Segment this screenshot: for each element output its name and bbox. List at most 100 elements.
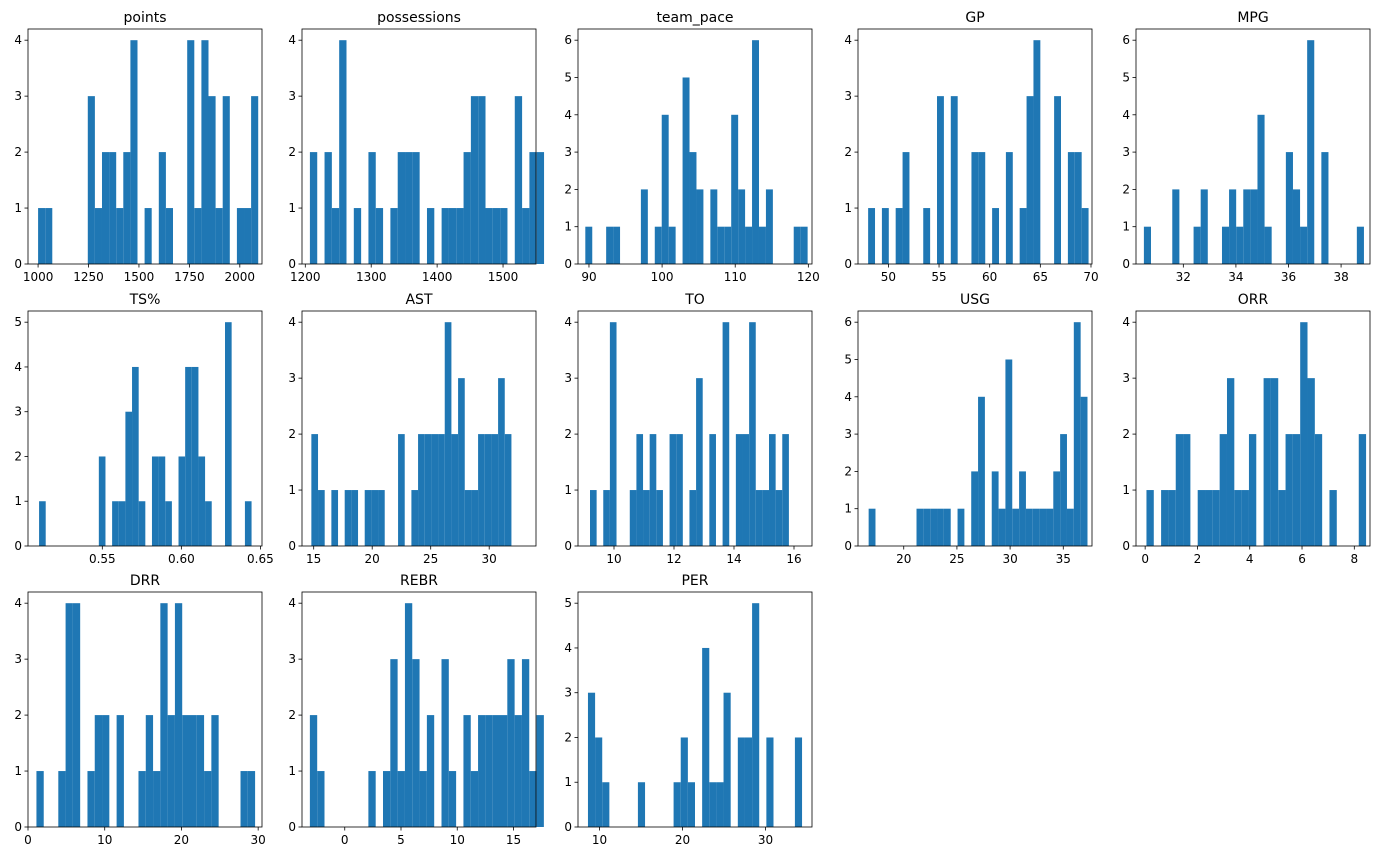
y-tick-label: 2 [564,427,572,441]
axes-frame [27,310,263,547]
bar [244,501,252,546]
bar [144,208,152,264]
y-tick-label: 6 [564,33,572,47]
bar [331,208,340,264]
bar [957,508,965,546]
y-tick-label: 3 [564,145,572,159]
y-tick-label: 1 [564,220,572,234]
x-tick-label: 100 [651,270,674,284]
bar [1307,378,1315,546]
bar [606,226,614,264]
y-tick-label: 2 [1122,182,1130,196]
bar [1193,226,1201,264]
y-tick-label: 5 [14,315,22,329]
y-tick-label: 2 [14,145,22,159]
bar [72,603,81,827]
bar [1067,152,1075,264]
x-tick-label: 0 [1141,552,1149,566]
bar [800,226,808,264]
bar [419,771,427,827]
bar [613,226,621,264]
x-tick-label: 0.55 [89,552,116,566]
bar [398,434,405,546]
bar [397,152,406,264]
bar [1074,152,1082,264]
y-tick-label: 1 [14,494,22,508]
y-tick-label: 2 [288,427,296,441]
y-tick-label: 0 [288,820,296,834]
y-tick-label: 0 [14,539,22,553]
bar [978,396,985,546]
bar [724,226,732,264]
bar [426,715,435,827]
axes-frame [1135,28,1371,265]
bar [522,208,530,264]
bar [669,434,677,546]
bar [383,771,391,827]
bar [752,40,759,264]
y-tick-label: 0 [288,257,296,271]
x-tick-label: 2 [1194,552,1202,566]
bar [478,434,485,546]
axes-frame [577,310,813,547]
bar [758,226,766,264]
bar [116,208,124,264]
bar [458,378,465,546]
y-tick-label: 3 [1122,371,1130,385]
bar [735,434,743,546]
x-tick-label: 32 [1176,270,1191,284]
y-tick-label: 1 [14,764,22,778]
bar [247,771,256,827]
bar [668,226,676,264]
y-tick-label: 0 [564,257,572,271]
bar [397,771,405,827]
bar [716,782,724,827]
bar [992,208,1000,264]
bar [1219,434,1227,546]
bar [187,40,195,264]
bar [636,434,644,546]
bar [339,40,347,264]
histogram-usg: USG 0 1 2 3 4 5 6 20 25 30 35 [844,292,1093,566]
x-tick-label: 12 [666,552,681,566]
bar [478,715,486,827]
x-tick-label: 35 [1056,552,1071,566]
bar [378,490,385,546]
bar [637,782,646,827]
bar [185,366,192,546]
bar [521,659,530,827]
axes-frame [1135,310,1371,547]
x-tick-label: 60 [982,270,997,284]
bar [514,715,522,827]
bar [687,782,695,827]
y-tick-label: 1 [288,764,296,778]
bar [174,603,183,827]
bar [492,208,501,264]
bar [943,508,951,546]
bar [418,434,425,546]
bar [998,508,1006,546]
x-tick-label: 20 [365,552,380,566]
bar [1054,96,1061,264]
bar [937,96,944,264]
bar [1248,434,1257,546]
bar [1321,152,1329,264]
x-tick-label: 10 [450,833,465,847]
bar [470,96,479,264]
x-tick-label: 0 [341,833,349,847]
bar [65,603,73,827]
x-tick-label: 16 [786,552,801,566]
bar [590,490,597,546]
y-tick-label: 2 [288,708,296,722]
y-tick-label: 2 [288,145,296,159]
bar [1146,490,1154,546]
bar [1212,490,1220,546]
histogram-points: points 0 1 2 3 4 1000 1250 1500 1750 2000 [14,10,263,284]
bar [478,96,486,264]
bar [602,782,610,827]
axes-frame [27,28,263,265]
y-tick-label: 4 [1122,315,1130,329]
x-tick-label: 10 [592,833,607,847]
